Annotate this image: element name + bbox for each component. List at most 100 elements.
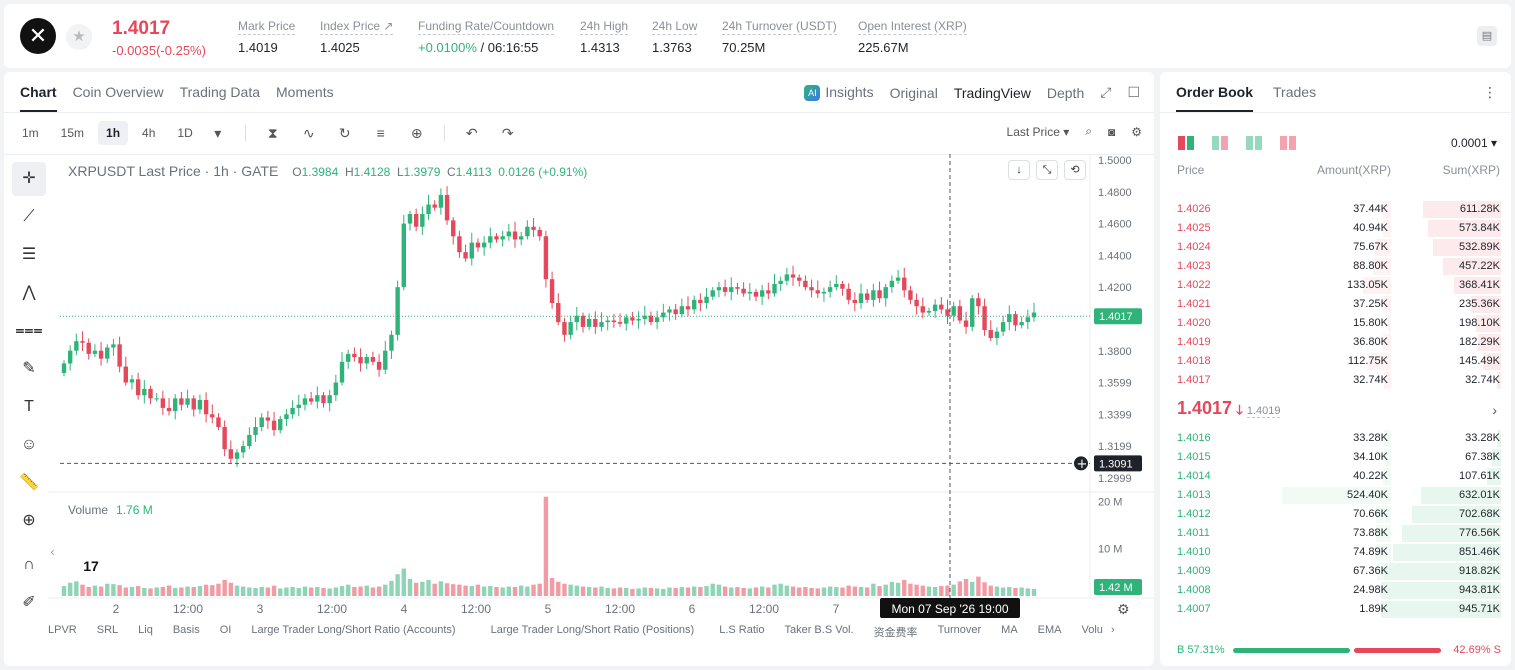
ask-row[interactable]: 1.4024 75.67K 532.89K (1160, 238, 1511, 257)
indicator-taker-vol[interactable]: Taker B.S Vol. (784, 624, 854, 636)
timeframe-15m[interactable]: 15m (60, 126, 85, 140)
pencil-lock-icon[interactable]: ✐ (22, 594, 36, 611)
emoji-tool-icon[interactable]: ☺ (20, 436, 38, 453)
collapse-toolbar-icon[interactable]: ‹ (50, 545, 55, 559)
ask-row[interactable]: 1.4021 37.25K 235.36K (1160, 295, 1511, 314)
tab-trading-data[interactable]: Trading Data (179, 84, 261, 100)
layout-bids-icon[interactable] (1246, 136, 1262, 150)
stat-label[interactable]: Funding Rate/Countdown (418, 19, 555, 35)
bid-row[interactable]: 1.4007 1.89K 945.71K (1160, 600, 1511, 619)
indicator-basis[interactable]: Basis (172, 624, 200, 636)
timeframe-1h[interactable]: 1h (98, 121, 129, 145)
price-type-select[interactable]: Last Price ▾ (1006, 124, 1070, 139)
indicator-liq[interactable]: Liq (138, 624, 153, 636)
layout-split-icon[interactable] (1212, 136, 1228, 150)
crosshair-plus-icon[interactable] (1074, 456, 1088, 471)
search-icon[interactable]: ⌕ (1085, 124, 1092, 138)
bid-row[interactable]: 1.4012 70.66K 702.68K (1160, 505, 1511, 524)
replay-icon[interactable]: ↻ (338, 124, 351, 141)
indicator-volume[interactable]: Volu (1081, 624, 1103, 636)
zoom-in-tool-icon[interactable]: ⊕ (22, 512, 36, 529)
bid-row[interactable]: 1.4010 74.89K 851.46K (1160, 543, 1511, 562)
camera-icon[interactable]: ◙ (1107, 124, 1116, 139)
stat-label[interactable]: Mark Price (238, 19, 296, 35)
axis-settings-icon[interactable]: ⚙ (1117, 602, 1130, 618)
bid-row[interactable]: 1.4014 40.22K 107.61K (1160, 467, 1511, 486)
ask-row[interactable]: 1.4026 37.44K 611.28K (1160, 200, 1511, 219)
ask-row[interactable]: 1.4023 88.80K 457.22K (1160, 257, 1511, 276)
price-chart[interactable]: 1.50001.48001.46001.44001.42001.40001.38… (4, 72, 1154, 666)
bid-row[interactable]: 1.4016 33.28K 33.28K (1160, 429, 1511, 448)
alert-add-icon[interactable]: ⊕ (410, 124, 423, 141)
indicator-lt-ratio-accounts[interactable]: Large Trader Long/Short Ratio (Accounts) (251, 624, 456, 636)
ask-row[interactable]: 1.4020 15.80K 198.10K (1160, 314, 1511, 333)
fib-tool-icon[interactable]: ⩶ (15, 322, 43, 339)
indicator-ma[interactable]: MA (1001, 624, 1018, 636)
timeframe-1d[interactable]: 1D (177, 126, 193, 140)
favorite-star-icon[interactable]: ★ (66, 24, 92, 50)
redo-icon[interactable]: ↷ (501, 124, 514, 141)
ask-row[interactable]: 1.4025 40.94K 573.84K (1160, 219, 1511, 238)
tab-moments[interactable]: Moments (276, 84, 334, 100)
book-icon[interactable]: ▤ (1477, 26, 1497, 46)
templates-icon[interactable]: ≡ (376, 125, 385, 141)
indicators-icon[interactable]: ∿ (302, 124, 315, 141)
crosshair-tool-icon[interactable]: ✛ (12, 162, 46, 196)
tab-order-book[interactable]: Order Book (1176, 84, 1254, 112)
timeframe-1m[interactable]: 1m (22, 126, 39, 140)
indicator-turnover[interactable]: Turnover (937, 624, 982, 636)
indicator-ema[interactable]: EMA (1037, 624, 1062, 636)
indicator-ls-ratio[interactable]: L.S Ratio (719, 624, 765, 636)
horizontal-lines-tool-icon[interactable]: ☰ (21, 246, 37, 263)
pattern-tool-icon[interactable]: ⋀ (22, 284, 36, 301)
gear-icon[interactable]: ⚙ (1131, 124, 1142, 139)
undo-icon[interactable]: ↶ (465, 124, 478, 141)
layout-asks-icon[interactable] (1280, 136, 1296, 150)
tab-coin-overview[interactable]: Coin Overview (72, 84, 164, 100)
ruler-tool-icon[interactable]: 📏 (19, 474, 39, 491)
view-insights[interactable]: AI Insights (804, 84, 874, 102)
bid-row[interactable]: 1.4008 24.98K 943.81K (1160, 581, 1511, 600)
text-tool-icon[interactable]: T (24, 398, 34, 415)
expand-icon[interactable]: ⤢ (1100, 84, 1112, 101)
timeframe-dropdown-icon[interactable]: ▾ (214, 124, 222, 141)
tab-chart[interactable]: Chart (20, 84, 57, 112)
stat-label[interactable]: Index Price ↗ (320, 19, 394, 35)
ask-row[interactable]: 1.4019 36.80K 182.29K (1160, 333, 1511, 352)
arrow-down-icon[interactable]: ↓ (1008, 160, 1030, 180)
chevron-right-icon[interactable]: › (1492, 402, 1497, 418)
stat-label[interactable]: 24h Low (652, 19, 698, 35)
brush-tool-icon[interactable]: ✎ (22, 360, 36, 377)
view-tradingview[interactable]: TradingView (953, 84, 1031, 101)
indicator-funding-rate[interactable]: 资金费率 (873, 627, 918, 639)
view-original[interactable]: Original (889, 84, 938, 101)
window-icon[interactable]: ☐ (1127, 84, 1140, 101)
ask-row[interactable]: 1.4022 133.05K 368.41K (1160, 276, 1511, 295)
timeframe-4h[interactable]: 4h (142, 126, 156, 140)
precision-select[interactable]: 0.0001 ▾ (1450, 136, 1497, 150)
view-depth[interactable]: Depth (1046, 84, 1085, 101)
indicator-lt-ratio-positions[interactable]: Large Trader Long/Short Ratio (Positions… (490, 624, 695, 636)
tab-trades[interactable]: Trades (1273, 84, 1317, 100)
indicator-srl[interactable]: SRL (96, 624, 119, 636)
stat-label[interactable]: Open Interest (XRP) (858, 19, 967, 35)
refresh-icon[interactable]: ⟲ (1064, 160, 1086, 180)
chevron-right-icon[interactable]: › (1110, 624, 1115, 636)
trend-line-tool-icon[interactable]: ⟋ (23, 208, 35, 225)
tradingview-logo[interactable]: 17 (74, 554, 108, 578)
ask-row[interactable]: 1.4018 112.75K 145.49K (1160, 352, 1511, 371)
indicator-lpvr[interactable]: LPVR (48, 624, 77, 636)
more-options-icon[interactable]: ⋮ (1483, 84, 1497, 100)
bid-row[interactable]: 1.4015 34.10K 67.38K (1160, 448, 1511, 467)
stat-label[interactable]: 24h High (580, 19, 629, 35)
bid-row[interactable]: 1.4013 524.40K 632.01K (1160, 486, 1511, 505)
collapse-icon[interactable]: ⤡ (1036, 160, 1058, 180)
ask-row[interactable]: 1.4017 32.74K 32.74K (1160, 371, 1511, 390)
bid-row[interactable]: 1.4009 67.36K 918.82K (1160, 562, 1511, 581)
candle-type-icon[interactable]: ⧗ (267, 124, 278, 141)
bid-row[interactable]: 1.4011 73.88K 776.56K (1160, 524, 1511, 543)
magnet-tool-icon[interactable]: ∩ (23, 556, 35, 573)
indicator-oi[interactable]: OI (219, 624, 232, 636)
stat-label[interactable]: 24h Turnover (USDT) (722, 19, 837, 35)
layout-both-icon[interactable] (1178, 136, 1194, 150)
